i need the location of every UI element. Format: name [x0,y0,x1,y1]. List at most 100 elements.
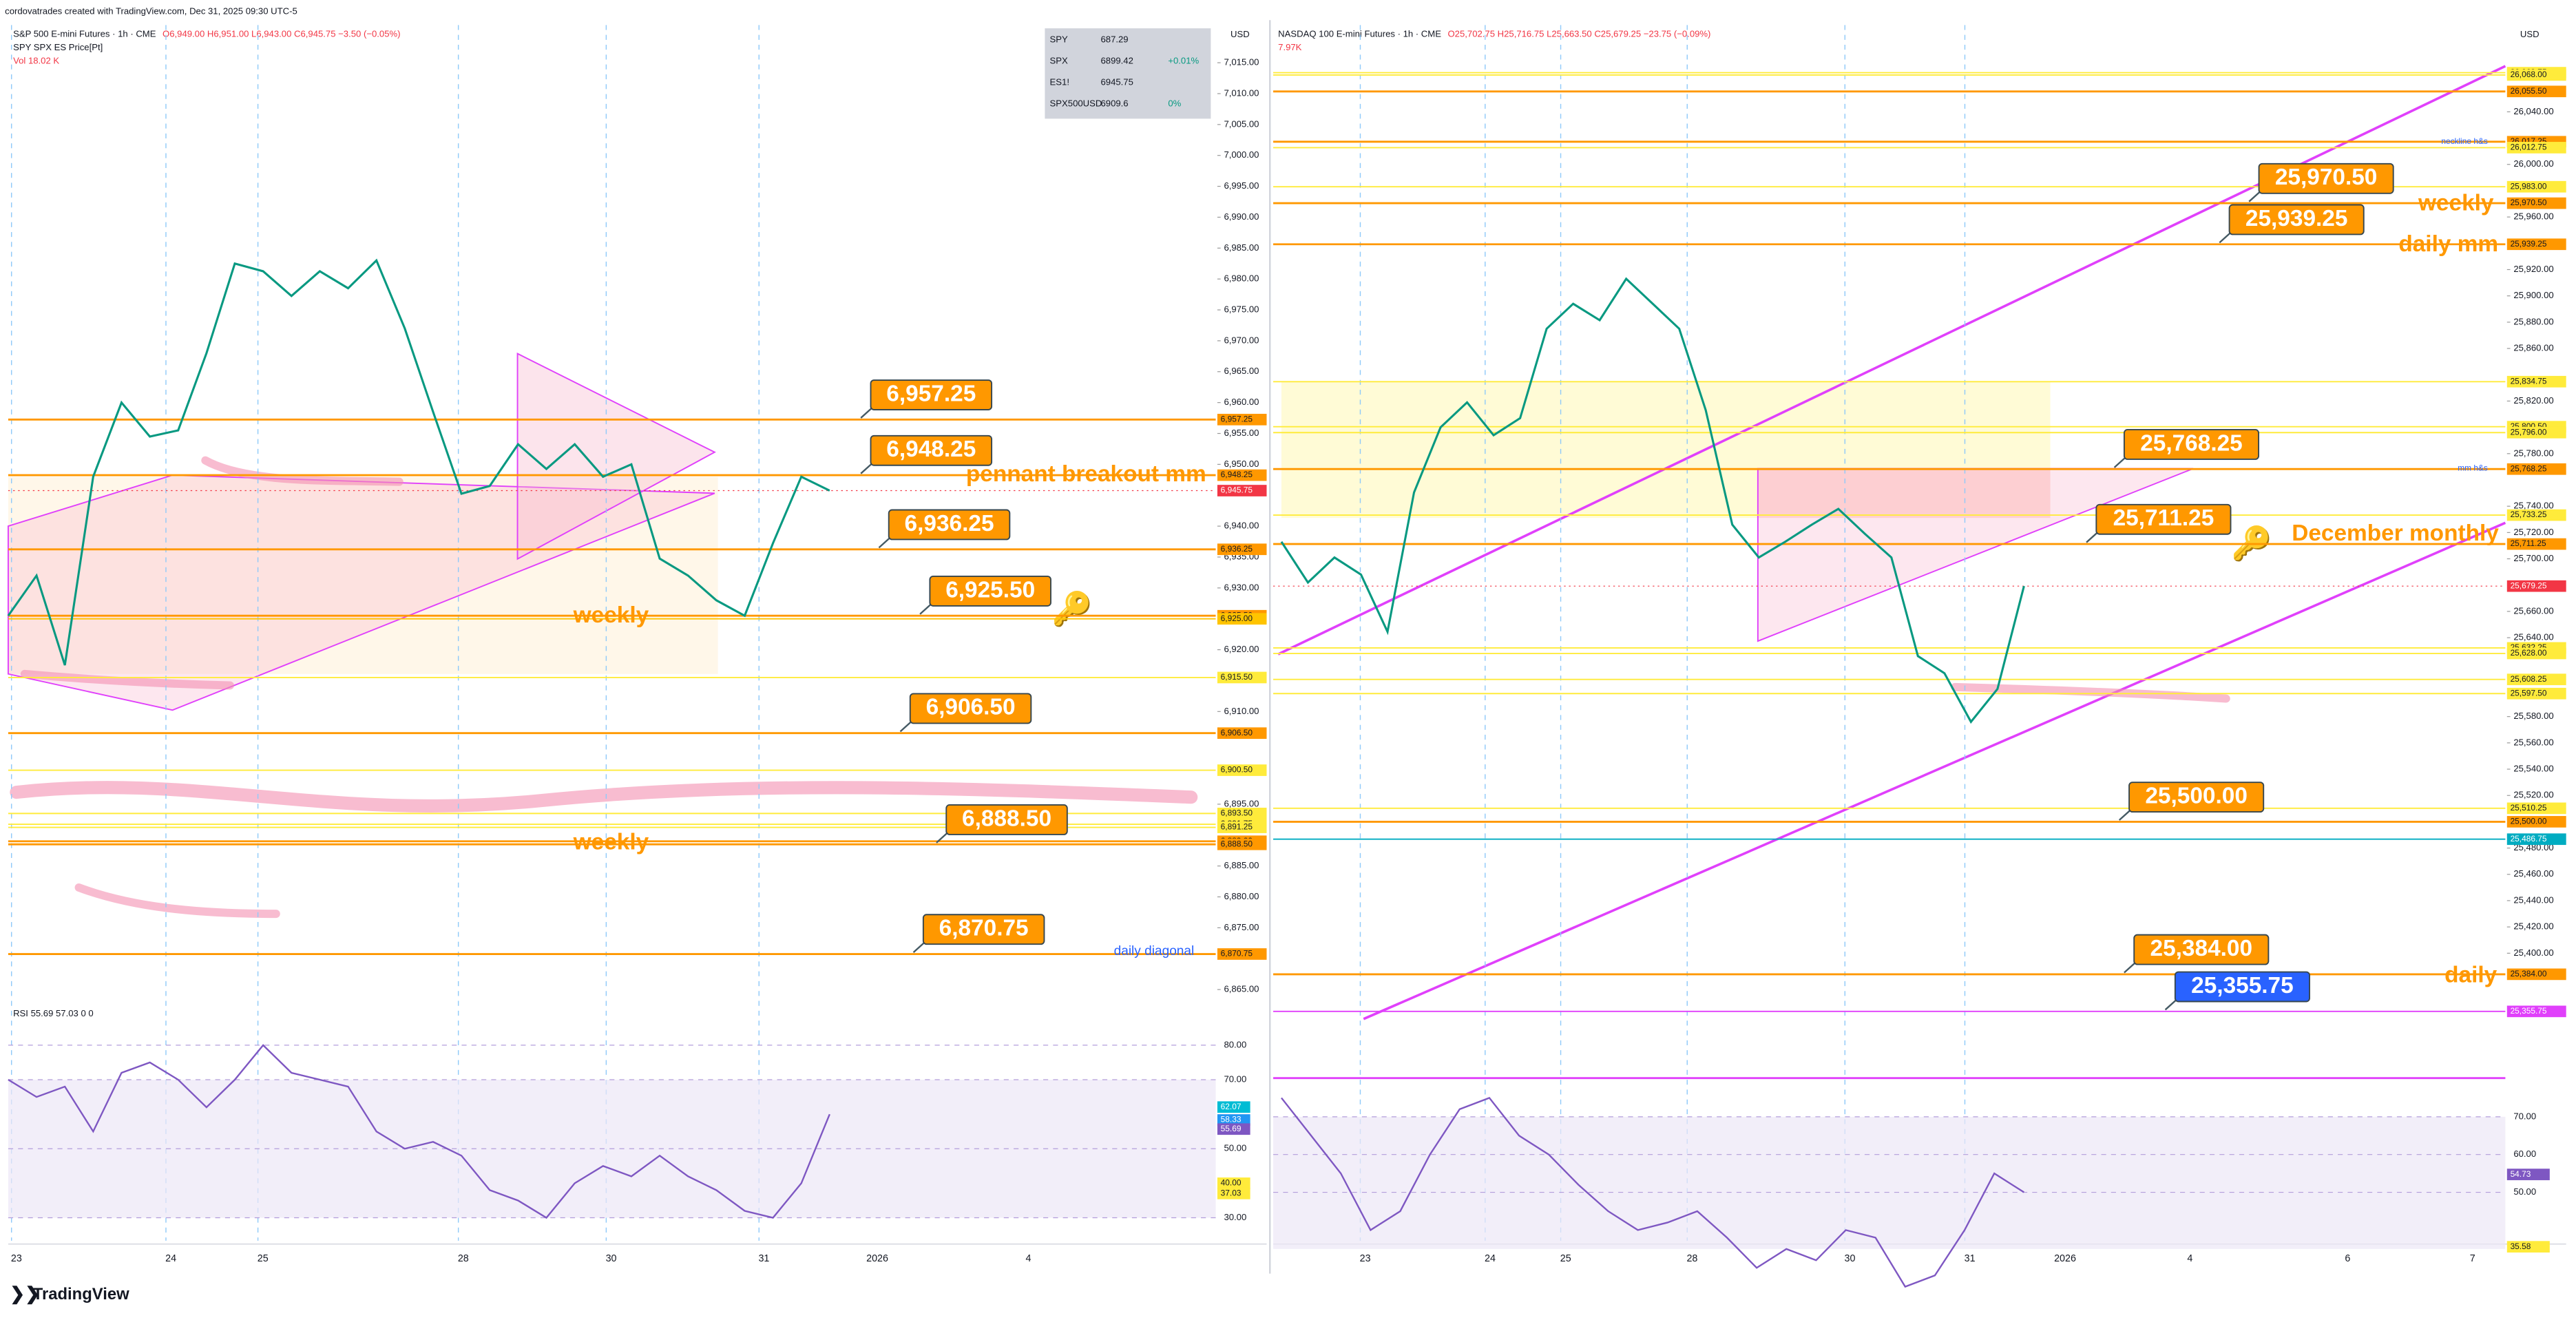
key-icon: 🔑 [1051,589,1092,629]
date-label: 31 [1965,1253,1976,1264]
rsi-tag-label: 54.73 [2511,1169,2531,1179]
rsi-tag [1217,1187,1250,1199]
price-tag [2506,968,2566,981]
date-label: 4 [2187,1253,2192,1264]
watchlist-cell: 0% [1168,98,1181,108]
watchlist-cell: 687.29 [1101,34,1129,44]
date-label: 6 [2345,1253,2350,1264]
rsi-band [1273,1116,2506,1249]
y-tick-label: 25,400.00 [2513,947,2553,958]
zone [1757,468,2051,518]
y-tick-label: 25,960.00 [2513,211,2553,222]
price-tag-label: 25,939.25 [2511,239,2547,249]
watchlist-panel [1045,28,1211,119]
y-tick-label: 25,520.00 [2513,790,2553,800]
y-tick-label: 25,880.00 [2513,316,2553,326]
y-tick-label: 7,000.00 [1224,149,1259,160]
rsi-legend: RSI 55.69 57.03 0 0 [13,1008,94,1018]
credit: cordovatrades created with TradingView.c… [5,6,297,17]
rsi-tag [1217,1114,1250,1126]
price-tag [2506,687,2566,700]
rsi-tag-label: 55.69 [1221,1124,1242,1133]
price-tag-label: 6,900.50 [1221,765,1253,775]
watchlist-cell: 6909.6 [1101,98,1129,108]
rsi-tag [2506,1241,2550,1253]
price-tag [2506,816,2566,828]
price-tag [2506,647,2566,660]
annotation: weekly [573,829,649,855]
price-tag-label: 25,733.25 [2511,510,2547,519]
date-label: 31 [758,1253,769,1264]
annotation: daily diagonal [1114,944,1195,958]
callout-box [2174,971,2310,1003]
rsi-line [1281,1097,2024,1288]
rsi-tick-label: 50.00 [2513,1186,2536,1197]
y-tick-label: 6,910.00 [1224,706,1259,716]
y-tick-label: 7,005.00 [1224,118,1259,129]
date-label: 24 [165,1253,176,1264]
callout-box [2128,782,2265,813]
brand: TradingView [33,1285,129,1303]
date-label: 30 [1845,1253,1856,1264]
date-label: 23 [1360,1253,1371,1264]
y-tick-label: 25,560.00 [2513,737,2553,747]
rsi-tag-label: 62.07 [1221,1102,1242,1111]
date-label: 28 [1686,1253,1697,1264]
date-label: 28 [458,1253,469,1264]
price-tag-label: 6,893.50 [1221,808,1253,818]
price-tag [2506,463,2566,475]
price-tag-label: 6,925.00 [1221,614,1253,623]
price-tag-label: 6,906.50 [1221,728,1253,737]
y-tick-label: 25,580.00 [2513,711,2553,721]
annotation: daily mm [2398,231,2498,257]
price-tag-label: 6,891.25 [1221,822,1253,832]
price-line [1280,277,2025,724]
y-tick-label: 25,460.00 [2513,868,2553,879]
callout-label: 25,384.00 [2150,936,2253,961]
price-tag [2506,197,2566,209]
price-tag [2506,580,2566,592]
watchlist-cell: +0.01% [1168,55,1199,65]
price-tag [1217,948,1267,960]
y-tick-label: 25,700.00 [2513,553,2553,563]
price-tag [2506,142,2566,154]
rsi-tag-label: 58.33 [1221,1115,1242,1124]
y-tick-label: 25,820.00 [2513,395,2553,406]
y-tick-label: 25,780.00 [2513,448,2553,458]
brand-logo: ❯❯ [10,1284,40,1305]
price-tag-label: 25,796.00 [2511,427,2547,437]
rsi-tick-label: 60.00 [2513,1149,2536,1159]
y-tick-label: 26,040.00 [2513,106,2553,116]
callout-box [2258,163,2394,194]
y-tick-label: 6,885.00 [1224,860,1259,870]
price-tag [2506,238,2566,251]
callout-label: 25,500.00 [2145,783,2248,808]
rsi-tag-label: 35.58 [2511,1242,2531,1251]
y-tick-label: 7,015.00 [1224,57,1259,67]
rsi-line [8,1044,830,1219]
price-tag [2506,375,2566,388]
y-tick-label: 6,960.00 [1224,397,1259,407]
price-tag-label: 25,384.00 [2511,969,2547,978]
highlight-stroke [20,669,234,690]
watchlist-cell: 6945.75 [1101,76,1133,87]
callout-box [2095,503,2232,535]
watchlist-cell: SPX500USD [1050,98,1102,108]
y-tick-label: 6,895.00 [1224,798,1259,808]
price-tag [1217,613,1267,625]
highlight-stroke [74,883,280,919]
price-tag [1217,485,1267,496]
y-tick-label: 7,010.00 [1224,87,1259,98]
highlight-stroke [201,456,404,486]
date-label: 25 [1560,1253,1571,1264]
price-tag-label: 25,983.00 [2511,181,2547,191]
y-tick-label: 6,980.00 [1224,273,1259,284]
callout-box [929,576,1051,607]
callout-label: 6,906.50 [926,695,1016,720]
price-tag [1217,764,1267,776]
currency: USD [2520,29,2540,39]
date-label: 23 [11,1253,22,1264]
y-tick-label: 26,000.00 [2513,158,2553,169]
rsi-tick-label: 30.00 [1224,1212,1246,1222]
